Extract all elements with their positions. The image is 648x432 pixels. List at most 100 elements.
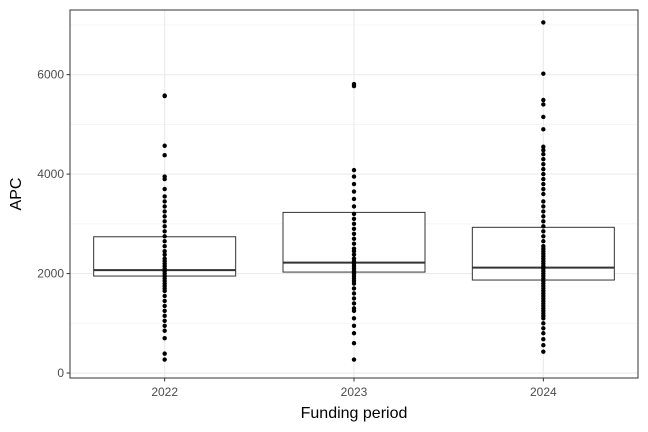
data-point xyxy=(541,171,546,177)
data-point xyxy=(162,288,167,294)
data-point xyxy=(351,181,357,187)
y-tick-label: 6000 xyxy=(37,68,64,82)
data-point xyxy=(162,293,167,299)
points-layer xyxy=(162,20,546,362)
data-point xyxy=(351,308,357,314)
data-point xyxy=(541,127,546,132)
data-point xyxy=(541,97,546,103)
data-point xyxy=(541,114,546,120)
data-point xyxy=(351,196,357,202)
data-point xyxy=(541,152,546,157)
data-point xyxy=(162,303,167,309)
data-point xyxy=(162,244,167,249)
data-point xyxy=(351,211,357,217)
data-point xyxy=(351,281,357,286)
data-point xyxy=(351,340,357,346)
data-point xyxy=(162,219,167,224)
data-point xyxy=(351,189,357,194)
data-point xyxy=(541,209,546,214)
data-point xyxy=(162,318,167,324)
data-point xyxy=(541,166,546,172)
y-tick-label: 0 xyxy=(57,366,64,380)
data-point xyxy=(351,301,357,306)
data-point xyxy=(351,174,357,179)
data-point xyxy=(541,342,546,348)
data-point xyxy=(541,176,546,182)
data-point xyxy=(162,204,167,209)
data-point xyxy=(541,316,546,321)
data-point xyxy=(162,313,167,319)
data-point xyxy=(541,349,546,354)
data-point xyxy=(541,199,546,204)
data-point xyxy=(541,181,546,187)
x-tick-label: 2022 xyxy=(151,385,178,399)
data-point xyxy=(162,328,167,333)
data-point xyxy=(541,186,546,192)
data-point xyxy=(541,224,546,229)
data-point xyxy=(351,286,357,291)
data-point xyxy=(541,156,546,162)
data-point xyxy=(541,239,546,244)
data-point xyxy=(351,252,357,257)
data-point xyxy=(162,323,167,328)
x-axis: 2022 2023 2024 xyxy=(151,378,557,399)
data-point xyxy=(162,298,167,304)
data-point xyxy=(541,20,546,25)
data-point xyxy=(351,331,357,336)
data-point xyxy=(541,214,546,219)
data-point xyxy=(162,248,167,254)
data-point xyxy=(162,224,167,229)
data-point xyxy=(162,357,167,362)
data-point xyxy=(162,143,167,148)
data-point xyxy=(351,241,357,246)
data-point xyxy=(541,71,546,76)
data-point xyxy=(351,226,357,232)
data-point xyxy=(351,236,357,241)
data-point xyxy=(541,234,546,239)
data-point xyxy=(541,326,546,331)
data-point xyxy=(162,234,167,239)
data-point xyxy=(541,219,546,224)
data-point xyxy=(541,102,546,107)
data-point xyxy=(351,167,357,173)
data-point xyxy=(162,209,167,214)
y-tick-label: 4000 xyxy=(37,167,64,181)
y-axis-title: APC xyxy=(8,178,25,211)
data-point xyxy=(541,144,546,149)
data-point xyxy=(541,337,546,342)
x-axis-title: Funding period xyxy=(301,405,408,422)
data-point xyxy=(351,323,357,328)
y-tick-label: 2000 xyxy=(37,267,64,281)
data-point xyxy=(541,321,546,326)
data-point xyxy=(351,221,357,227)
data-point xyxy=(162,199,167,204)
data-point xyxy=(351,248,357,254)
data-point xyxy=(162,229,167,234)
data-point xyxy=(351,231,357,236)
data-point xyxy=(162,239,167,244)
data-point xyxy=(162,308,167,314)
data-point xyxy=(351,357,357,362)
data-point xyxy=(162,252,167,257)
data-point xyxy=(351,316,357,321)
data-point xyxy=(351,296,357,301)
data-point xyxy=(162,194,167,199)
data-point xyxy=(162,153,167,158)
data-point xyxy=(162,186,167,192)
data-point xyxy=(162,214,167,219)
data-point xyxy=(162,336,167,341)
y-axis: 0 2000 4000 6000 xyxy=(37,68,70,380)
data-point xyxy=(541,204,546,209)
data-point xyxy=(541,229,546,234)
data-point xyxy=(351,291,357,296)
data-point xyxy=(162,176,167,182)
data-point xyxy=(351,216,357,222)
data-point xyxy=(351,83,357,89)
data-point xyxy=(162,351,167,356)
data-point xyxy=(541,148,546,153)
data-point xyxy=(541,191,546,197)
data-point xyxy=(541,331,546,336)
data-point xyxy=(162,93,167,99)
x-tick-label: 2024 xyxy=(530,385,557,399)
